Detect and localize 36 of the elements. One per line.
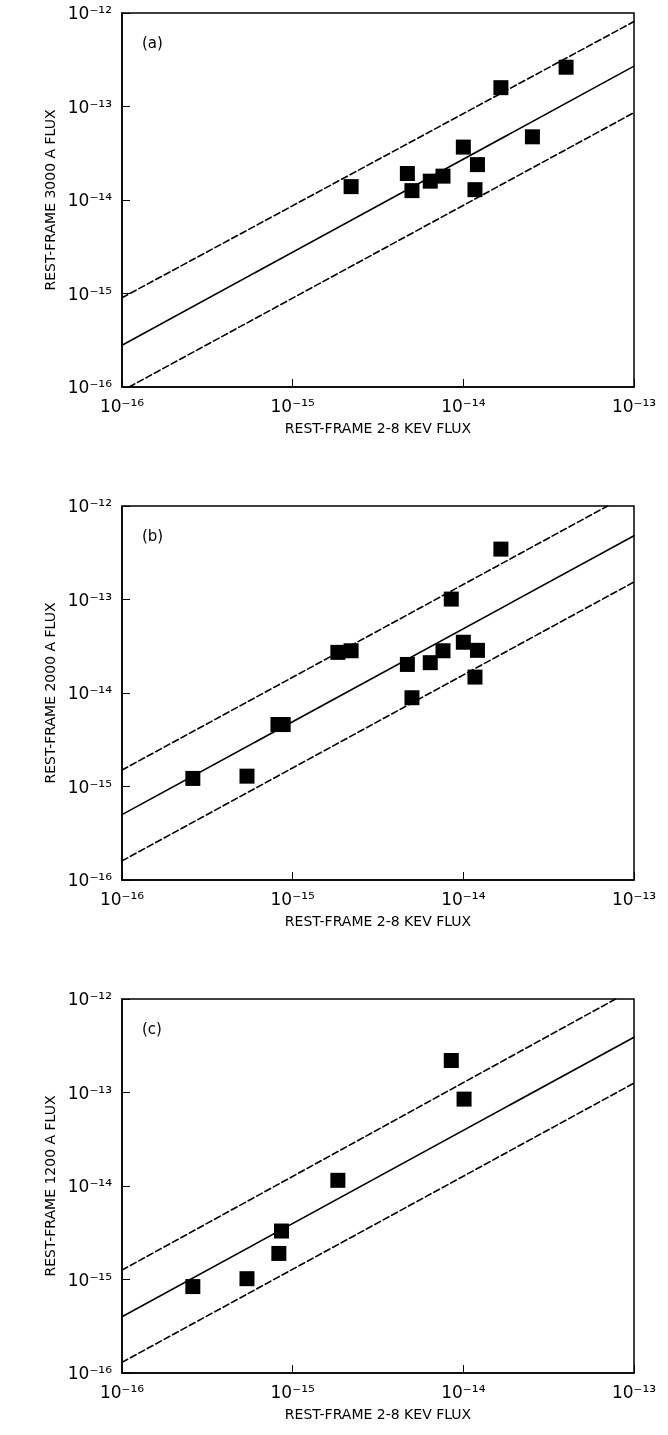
y-tick-label: 10⁻¹⁶ <box>67 377 113 397</box>
x-tick-label: 10⁻¹⁵ <box>270 395 315 416</box>
y-tick-label: 10⁻¹⁵ <box>67 1269 112 1290</box>
y-tick-label: 10⁻¹² <box>67 3 112 23</box>
x-tick-label: 10⁻¹⁶ <box>99 395 145 416</box>
x-tick-label: 10⁻¹³ <box>611 395 657 416</box>
y-tick-label: 10⁻¹³ <box>67 96 112 117</box>
y-tick-label: 10⁻¹⁶ <box>67 870 113 890</box>
y-tick-label: 10⁻¹⁶ <box>67 1363 113 1383</box>
y-axis-title: REST-FRAME 2000 A FLUX <box>41 602 58 784</box>
x-tick-label: 10⁻¹⁶ <box>99 888 145 909</box>
x-tick-label: 10⁻¹⁴ <box>441 1381 486 1402</box>
y-tick-label: 10⁻¹⁵ <box>67 283 112 304</box>
x-axis-title: REST-FRAME 2-8 KEV FLUX <box>284 420 472 436</box>
annotation: (b) <box>142 526 164 545</box>
y-tick-label: 10⁻¹² <box>67 496 112 516</box>
x-tick-label: 10⁻¹⁵ <box>270 1381 315 1402</box>
y-tick-label: 10⁻¹⁴ <box>67 1176 113 1196</box>
x-axis-title: REST-FRAME 2-8 KEV FLUX <box>284 1406 472 1422</box>
x-tick-label: 10⁻¹⁴ <box>441 888 486 909</box>
y-axis-title: REST-FRAME 3000 A FLUX <box>41 109 58 291</box>
y-tick-label: 10⁻¹⁵ <box>67 776 112 797</box>
y-tick-label: 10⁻¹² <box>67 989 112 1009</box>
x-tick-label: 10⁻¹⁵ <box>270 888 315 909</box>
y-axis-title: REST-FRAME 1200 A FLUX <box>41 1095 58 1277</box>
annotation: (c) <box>142 1019 162 1038</box>
x-tick-label: 10⁻¹⁴ <box>441 395 486 416</box>
x-tick-label: 10⁻¹³ <box>611 888 657 909</box>
annotation: (a) <box>142 33 163 52</box>
y-tick-label: 10⁻¹³ <box>67 589 112 610</box>
x-tick-label: 10⁻¹³ <box>611 1381 657 1402</box>
y-tick-label: 10⁻¹⁴ <box>67 190 113 210</box>
y-tick-label: 10⁻¹⁴ <box>67 683 113 703</box>
y-tick-label: 10⁻¹³ <box>67 1082 112 1103</box>
x-tick-label: 10⁻¹⁶ <box>99 1381 145 1402</box>
x-axis-title: REST-FRAME 2-8 KEV FLUX <box>284 913 472 929</box>
